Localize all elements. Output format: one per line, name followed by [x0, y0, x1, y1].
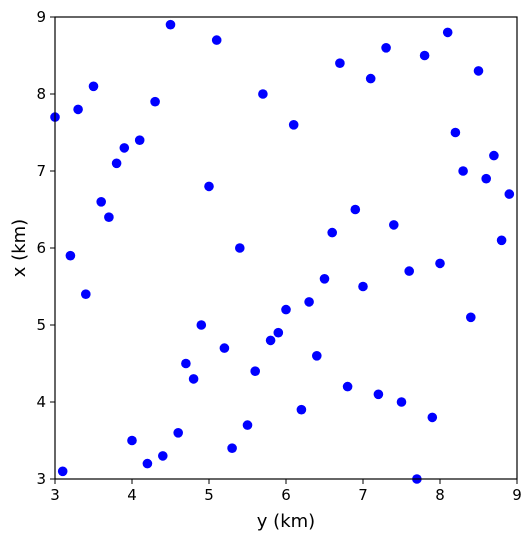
data-point	[427, 412, 438, 423]
data-point	[312, 351, 322, 361]
x-tick-label: 5	[204, 486, 214, 504]
y-axis-label: x (km)	[9, 219, 30, 277]
x-tick-label: 8	[435, 486, 445, 504]
data-point	[319, 274, 330, 284]
data-point	[442, 27, 453, 38]
data-point	[211, 35, 222, 45]
y-tick-label: 3	[36, 470, 46, 488]
x-axis-label: y (km)	[257, 511, 315, 532]
data-point	[288, 120, 299, 130]
data-point	[96, 197, 106, 207]
data-point	[119, 143, 130, 153]
x-tick-label: 9	[512, 486, 522, 504]
data-point	[250, 366, 260, 377]
data-point	[242, 420, 253, 430]
data-point	[258, 89, 268, 99]
data-point	[373, 389, 384, 400]
y-tick-label: 8	[36, 85, 46, 103]
data-point	[365, 73, 376, 84]
data-point	[304, 297, 314, 307]
data-point	[127, 435, 137, 446]
x-tick-label: 6	[281, 486, 291, 504]
points-layer	[50, 19, 515, 484]
data-point	[435, 258, 445, 269]
data-point	[450, 127, 461, 138]
data-point	[396, 397, 407, 407]
data-point	[404, 266, 415, 276]
y-tick-label: 9	[36, 8, 46, 26]
data-point	[158, 451, 168, 461]
y-tick-label: 5	[36, 316, 46, 334]
data-point	[265, 335, 276, 346]
data-point	[57, 466, 68, 477]
x-tick-label: 4	[127, 486, 137, 504]
data-point	[281, 304, 291, 315]
data-point	[481, 173, 492, 184]
data-point	[358, 281, 368, 292]
data-point	[111, 158, 122, 169]
data-point	[150, 96, 160, 107]
data-point	[335, 58, 345, 68]
data-point	[389, 220, 399, 230]
data-point	[235, 243, 245, 253]
data-point	[188, 374, 199, 384]
data-point	[342, 381, 353, 392]
data-point	[496, 235, 507, 246]
ticks-layer: 3 4 5 6 7 8 9 3 4 5 6 7 8 9	[36, 8, 521, 504]
data-point	[165, 19, 176, 30]
data-point	[489, 150, 499, 161]
data-point	[458, 166, 468, 176]
y-tick-label: 7	[36, 162, 46, 180]
x-tick-label: 3	[50, 486, 60, 504]
data-point	[327, 227, 338, 238]
plot-frame	[54, 16, 518, 480]
data-point	[381, 43, 391, 53]
data-point	[473, 66, 484, 76]
data-point	[134, 135, 145, 145]
y-tick-label: 6	[36, 239, 46, 257]
data-point	[173, 428, 183, 438]
data-point	[227, 443, 237, 454]
data-point	[81, 289, 91, 300]
y-tick-label: 4	[36, 393, 46, 411]
data-point	[296, 404, 307, 415]
data-point	[88, 81, 99, 92]
data-point	[204, 181, 214, 192]
data-point	[196, 320, 207, 330]
data-point	[65, 250, 76, 261]
data-point	[73, 104, 83, 115]
data-point	[181, 358, 191, 369]
data-point	[419, 50, 430, 61]
data-point	[466, 312, 476, 323]
data-point	[273, 327, 284, 338]
data-point	[142, 458, 153, 469]
data-point	[350, 204, 361, 215]
data-point	[219, 343, 230, 353]
data-point	[104, 212, 114, 222]
data-point	[504, 189, 515, 199]
x-tick-label: 7	[358, 486, 368, 504]
